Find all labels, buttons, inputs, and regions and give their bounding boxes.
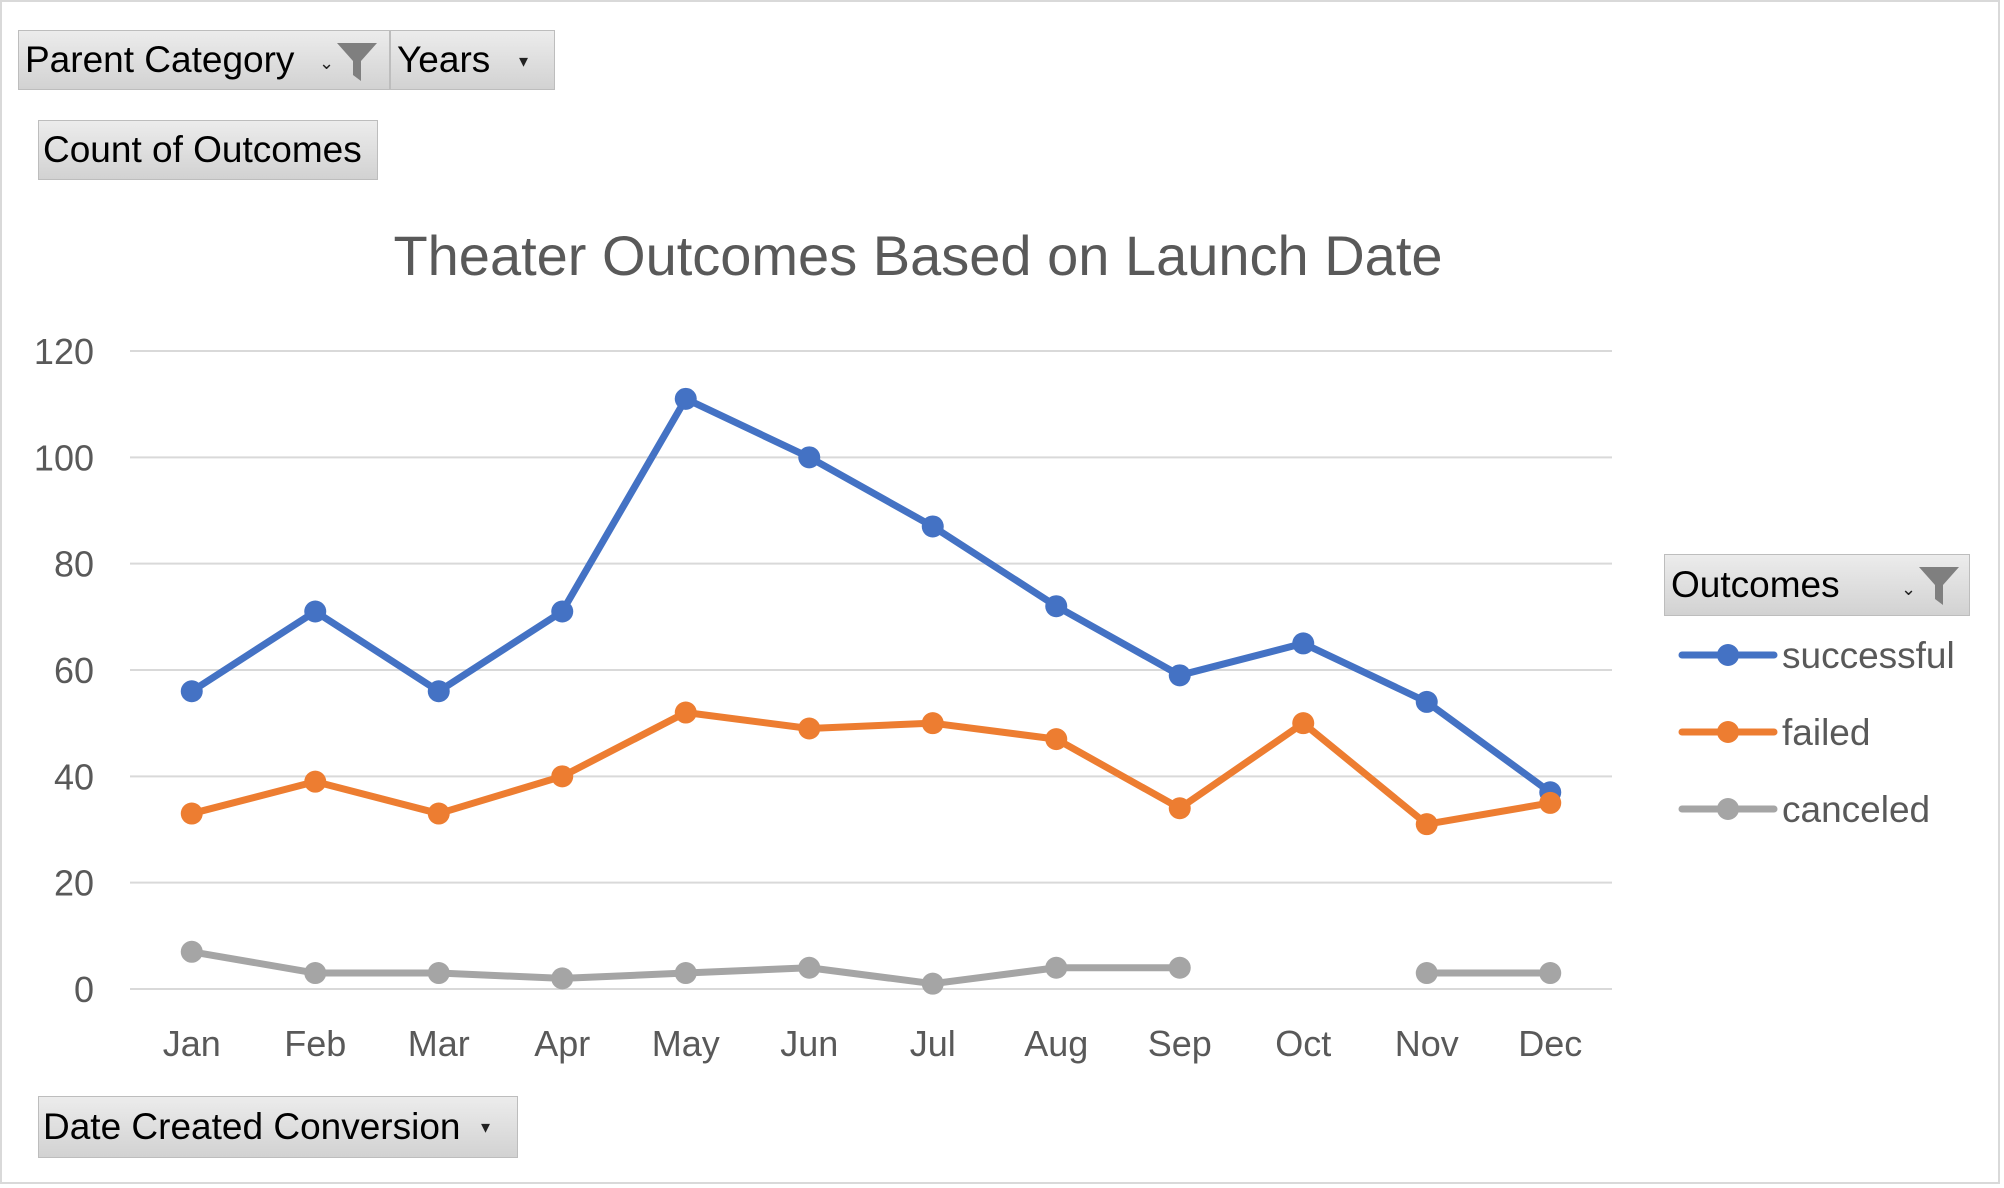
legend-marker-failed (1717, 721, 1739, 743)
data-point-canceled[interactable] (1415, 962, 1438, 985)
y-tick-label: 60 (54, 650, 94, 691)
data-point-failed[interactable] (1045, 728, 1068, 751)
data-point-successful[interactable] (1415, 690, 1438, 713)
legend-marker-successful (1717, 644, 1739, 666)
data-point-canceled[interactable] (427, 962, 450, 985)
legend-field-button[interactable]: Outcomes ⌄ (1664, 554, 1970, 616)
parent-category-label: Parent Category (25, 39, 295, 80)
dropdown-arrow-icon: ▾ (481, 1117, 491, 1137)
axis-field-button[interactable]: Date Created Conversion ▾ (38, 1096, 518, 1158)
legend-item-canceled[interactable]: canceled (1678, 789, 1930, 830)
data-point-successful[interactable] (674, 387, 697, 410)
y-tick-label: 80 (54, 544, 94, 585)
data-point-successful[interactable] (427, 680, 450, 703)
x-tick-label: May (652, 1023, 720, 1064)
series-failed (180, 701, 1562, 836)
series-line-failed (188, 709, 1554, 828)
chart-title: Theater Outcomes Based on Launch Date (393, 224, 1442, 287)
legend: successful failed canceled (1678, 635, 1955, 830)
data-point-failed[interactable] (304, 770, 327, 793)
data-point-failed[interactable] (921, 712, 944, 735)
data-point-failed[interactable] (551, 765, 574, 788)
legend-item-failed[interactable]: failed (1678, 712, 1870, 753)
years-filter-button[interactable]: Years ▾ (390, 30, 555, 90)
series-successful (180, 387, 1562, 804)
data-point-successful[interactable] (1045, 595, 1068, 618)
series-canceled (180, 940, 1562, 995)
data-point-successful[interactable] (1168, 664, 1191, 687)
data-point-failed[interactable] (1415, 813, 1438, 836)
plot-area (180, 387, 1562, 995)
data-point-successful[interactable] (1292, 632, 1315, 655)
data-point-successful[interactable] (921, 515, 944, 538)
data-point-canceled[interactable] (180, 940, 203, 963)
data-point-canceled[interactable] (1045, 956, 1068, 979)
axis-field-label: Date Created Conversion (43, 1106, 461, 1147)
data-point-canceled[interactable] (798, 956, 821, 979)
legend-item-successful[interactable]: successful (1678, 635, 1955, 676)
x-tick-label: Jul (910, 1023, 956, 1064)
y-tick-label: 120 (34, 331, 94, 372)
gridlines (130, 350, 1612, 990)
data-point-successful[interactable] (798, 446, 821, 469)
data-point-failed[interactable] (1168, 797, 1191, 820)
legend-marker-canceled (1717, 798, 1739, 820)
x-tick-label: Jun (780, 1023, 838, 1064)
x-tick-label: Dec (1518, 1023, 1582, 1064)
x-tick-label: Aug (1024, 1023, 1088, 1064)
data-point-failed[interactable] (1539, 791, 1562, 814)
parent-category-filter-button[interactable]: Parent Category ⌄ (18, 30, 390, 90)
x-tick-label: Feb (284, 1023, 346, 1064)
data-point-canceled[interactable] (921, 972, 944, 995)
y-tick-label: 40 (54, 756, 94, 797)
values-field-button[interactable]: Count of Outcomes (38, 120, 378, 180)
data-point-failed[interactable] (180, 802, 203, 825)
x-tick-label: Mar (408, 1023, 470, 1064)
data-point-canceled[interactable] (304, 962, 327, 985)
dropdown-arrow-icon: ▾ (519, 51, 529, 71)
x-tick-label: Sep (1148, 1023, 1212, 1064)
data-point-failed[interactable] (798, 717, 821, 740)
legend-label-canceled: canceled (1782, 789, 1930, 830)
data-point-canceled[interactable] (1168, 956, 1191, 979)
x-tick-label: Oct (1275, 1023, 1331, 1064)
y-tick-label: 100 (34, 437, 94, 478)
x-tick-label: Jan (163, 1023, 221, 1064)
data-point-successful[interactable] (551, 600, 574, 623)
x-tick-label: Nov (1395, 1023, 1459, 1064)
y-tick-label: 0 (74, 969, 94, 1010)
data-point-canceled[interactable] (674, 962, 697, 985)
funnel-icon[interactable] (335, 39, 379, 83)
legend-label-failed: failed (1782, 712, 1870, 753)
data-point-failed[interactable] (674, 701, 697, 724)
data-point-canceled[interactable] (551, 967, 574, 990)
data-point-failed[interactable] (1292, 712, 1315, 735)
dropdown-small-icon: ⌄ (319, 53, 335, 73)
legend-field-label: Outcomes (1671, 564, 1840, 605)
y-axis: 0 20 40 60 80 100 120 (34, 331, 94, 1010)
data-point-successful[interactable] (180, 680, 203, 703)
values-field-label: Count of Outcomes (43, 129, 362, 170)
data-point-failed[interactable] (427, 802, 450, 825)
x-axis: Jan Feb Mar Apr May Jun Jul Aug Sep Oct Nov Dec (163, 1023, 1583, 1064)
y-tick-label: 20 (54, 863, 94, 904)
data-point-canceled[interactable] (1539, 962, 1562, 985)
dropdown-small-icon: ⌄ (1901, 579, 1917, 599)
data-point-successful[interactable] (304, 600, 327, 623)
legend-label-successful: successful (1782, 635, 1955, 676)
funnel-icon[interactable] (1917, 563, 1961, 607)
x-tick-label: Apr (534, 1023, 590, 1064)
series-line-successful (188, 395, 1554, 796)
years-label: Years (397, 39, 491, 80)
